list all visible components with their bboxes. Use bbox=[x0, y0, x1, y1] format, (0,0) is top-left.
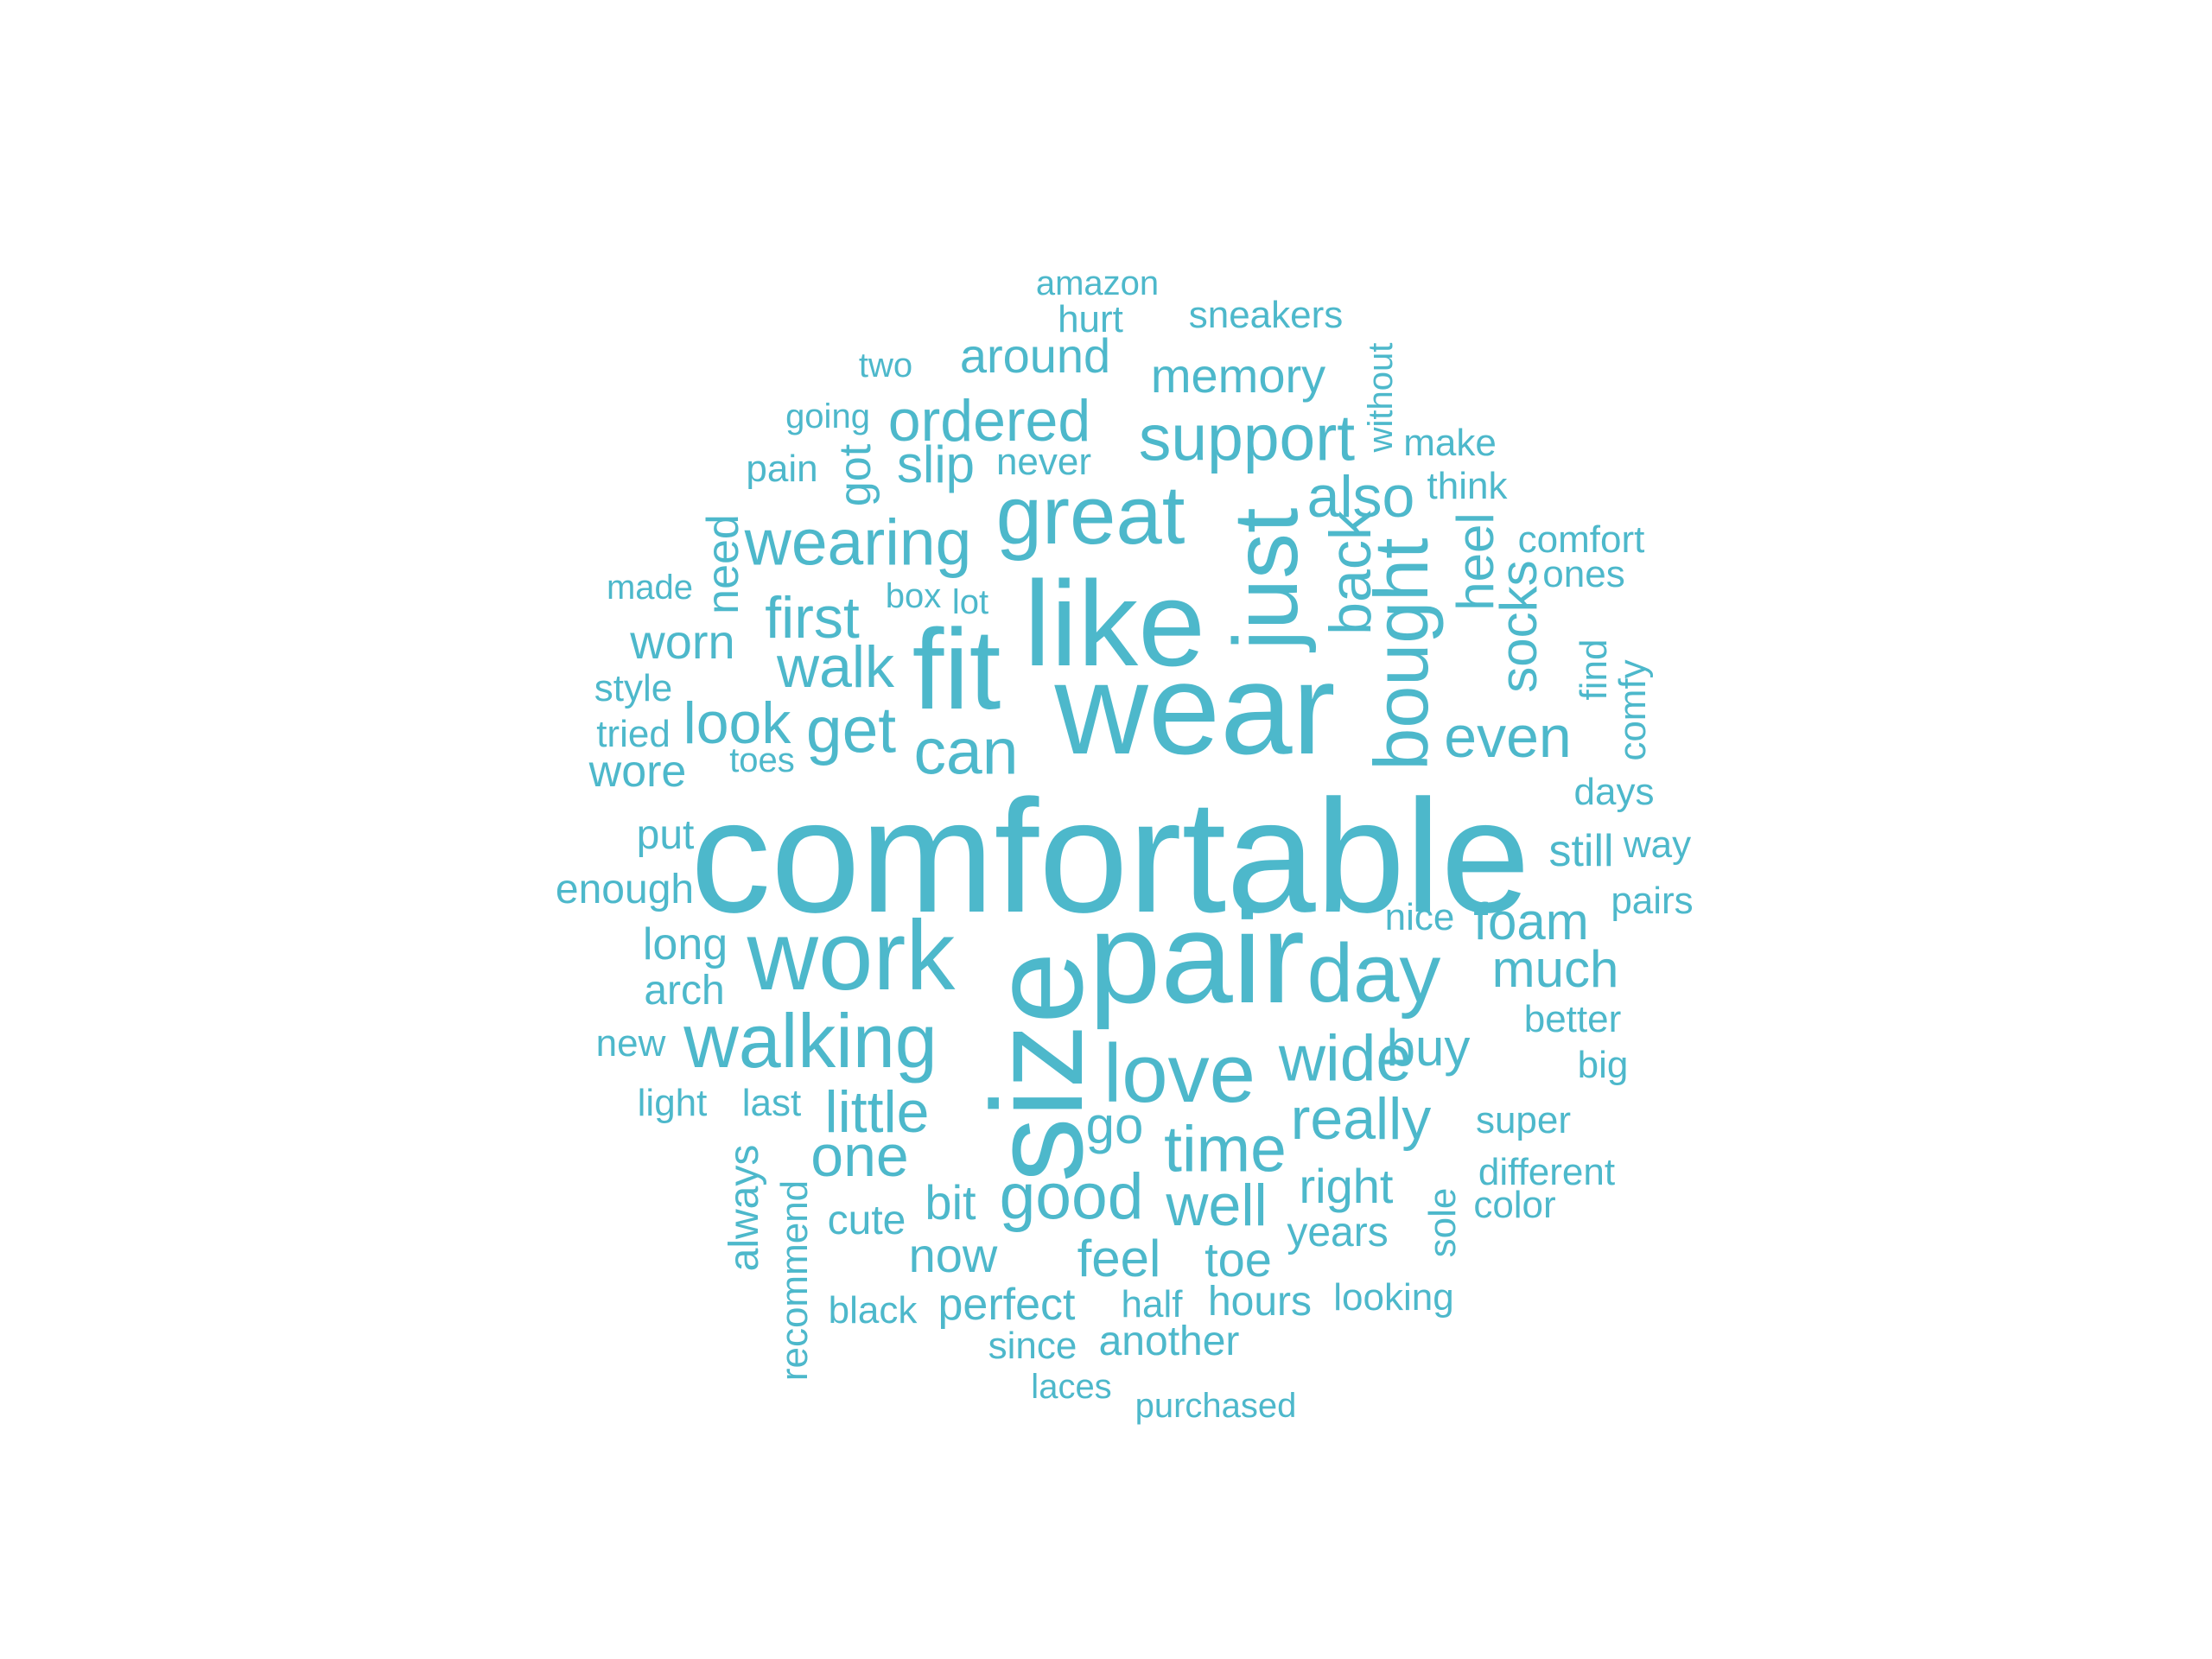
word-color: color bbox=[1473, 1184, 1556, 1226]
word-long: long bbox=[642, 919, 728, 969]
word-pair: pair bbox=[1088, 885, 1306, 1030]
word-recommend: recommend bbox=[773, 1179, 816, 1382]
word-still: still bbox=[1548, 826, 1614, 876]
word-new: new bbox=[595, 1022, 666, 1065]
word-light: light bbox=[637, 1082, 708, 1124]
word-around: around bbox=[959, 328, 1111, 383]
word-size: size bbox=[964, 951, 1109, 1183]
word-lot: lot bbox=[951, 583, 989, 621]
word-hours: hours bbox=[1207, 1279, 1313, 1325]
word-well: well bbox=[1166, 1173, 1268, 1238]
word-toe: toe bbox=[1205, 1232, 1272, 1287]
word-one: one bbox=[810, 1123, 909, 1189]
word-big: big bbox=[1577, 1044, 1629, 1086]
word-worn: worn bbox=[630, 614, 735, 669]
word-find: find bbox=[1573, 639, 1615, 701]
word-years: years bbox=[1287, 1210, 1389, 1255]
word-walking: walking bbox=[683, 998, 938, 1084]
word-never: never bbox=[995, 441, 1092, 483]
word-going: going bbox=[785, 397, 870, 435]
word-comfortable: comfortable bbox=[690, 767, 1530, 946]
word-hurt: hurt bbox=[1058, 298, 1123, 340]
word-buy: buy bbox=[1386, 1019, 1471, 1077]
word-even: even bbox=[1444, 704, 1572, 770]
word-sneakers: sneakers bbox=[1188, 294, 1344, 336]
word-day: day bbox=[1306, 927, 1441, 1020]
word-just: just bbox=[1215, 507, 1317, 651]
word-love: love bbox=[1103, 1027, 1256, 1120]
word-laces: laces bbox=[1031, 1368, 1112, 1406]
word-feel: feel bbox=[1077, 1230, 1161, 1287]
word-toes: toes bbox=[729, 741, 795, 779]
word-always: always bbox=[721, 1144, 767, 1272]
word-little: little bbox=[824, 1079, 930, 1145]
word-arch: arch bbox=[644, 968, 725, 1014]
word-think: think bbox=[1427, 465, 1508, 507]
word-make: make bbox=[1403, 422, 1497, 464]
word-wearing: wearing bbox=[744, 505, 972, 579]
word-got: got bbox=[830, 443, 880, 507]
word-way: way bbox=[1623, 823, 1692, 866]
word-pairs: pairs bbox=[1611, 880, 1694, 922]
word-style: style bbox=[594, 667, 673, 709]
word-also: also bbox=[1306, 464, 1415, 530]
word-work: work bbox=[747, 901, 956, 1011]
word-need: need bbox=[698, 514, 748, 614]
word-memory: memory bbox=[1150, 348, 1326, 403]
word-nice: nice bbox=[1384, 896, 1455, 938]
word-slip: slip bbox=[896, 435, 976, 493]
word-tried: tried bbox=[596, 713, 671, 755]
word-fit: fit bbox=[912, 606, 1001, 733]
word-looking: looking bbox=[1333, 1276, 1454, 1319]
word-black: black bbox=[828, 1289, 918, 1332]
word-now: now bbox=[908, 1228, 998, 1282]
word-made: made bbox=[606, 569, 694, 607]
word-ones: ones bbox=[1542, 553, 1625, 595]
word-put: put bbox=[636, 812, 695, 858]
word-amazon: amazon bbox=[1035, 264, 1160, 302]
word-ordered: ordered bbox=[887, 388, 1091, 454]
word-better: better bbox=[1523, 998, 1622, 1040]
word-purchased: purchased bbox=[1135, 1387, 1297, 1425]
word-days: days bbox=[1573, 771, 1655, 813]
word-box: box bbox=[885, 577, 942, 615]
word-walk: walk bbox=[776, 634, 895, 700]
word-sole: sole bbox=[1421, 1187, 1464, 1258]
word-first: first bbox=[765, 585, 860, 651]
word-two: two bbox=[858, 346, 913, 385]
word-good: good bbox=[999, 1160, 1144, 1233]
word-bit: bit bbox=[925, 1175, 976, 1230]
word-perfect: perfect bbox=[938, 1280, 1076, 1330]
word-cute: cute bbox=[827, 1198, 906, 1243]
word-like: like bbox=[1023, 556, 1206, 691]
word-right: right bbox=[1299, 1159, 1394, 1213]
word-go: go bbox=[1085, 1096, 1144, 1154]
word-foam: foam bbox=[1473, 893, 1589, 950]
word-without: without bbox=[1362, 342, 1400, 453]
word-wear: wear bbox=[1054, 636, 1336, 781]
word-heel: heel bbox=[1446, 512, 1504, 611]
word-great: great bbox=[995, 469, 1185, 562]
word-much: much bbox=[1491, 940, 1619, 998]
word-can: can bbox=[913, 715, 1019, 788]
word-last: last bbox=[741, 1082, 802, 1124]
word-since: since bbox=[988, 1325, 1077, 1367]
word-half: half bbox=[1121, 1283, 1183, 1325]
word-comfy: comfy bbox=[1611, 659, 1654, 761]
word-another: another bbox=[1098, 1319, 1240, 1364]
word-wore: wore bbox=[588, 747, 687, 797]
word-wide: wide bbox=[1278, 1021, 1413, 1095]
word-get: get bbox=[805, 693, 897, 766]
word-comfort: comfort bbox=[1517, 518, 1645, 561]
word-look: look bbox=[683, 690, 791, 756]
word-really: really bbox=[1290, 1086, 1432, 1152]
word-different: different bbox=[1478, 1151, 1616, 1193]
word-support: support bbox=[1138, 401, 1356, 474]
word-super: super bbox=[1475, 1099, 1572, 1141]
word-pain: pain bbox=[746, 448, 818, 490]
word-time: time bbox=[1164, 1112, 1287, 1185]
word-enough: enough bbox=[555, 867, 695, 912]
